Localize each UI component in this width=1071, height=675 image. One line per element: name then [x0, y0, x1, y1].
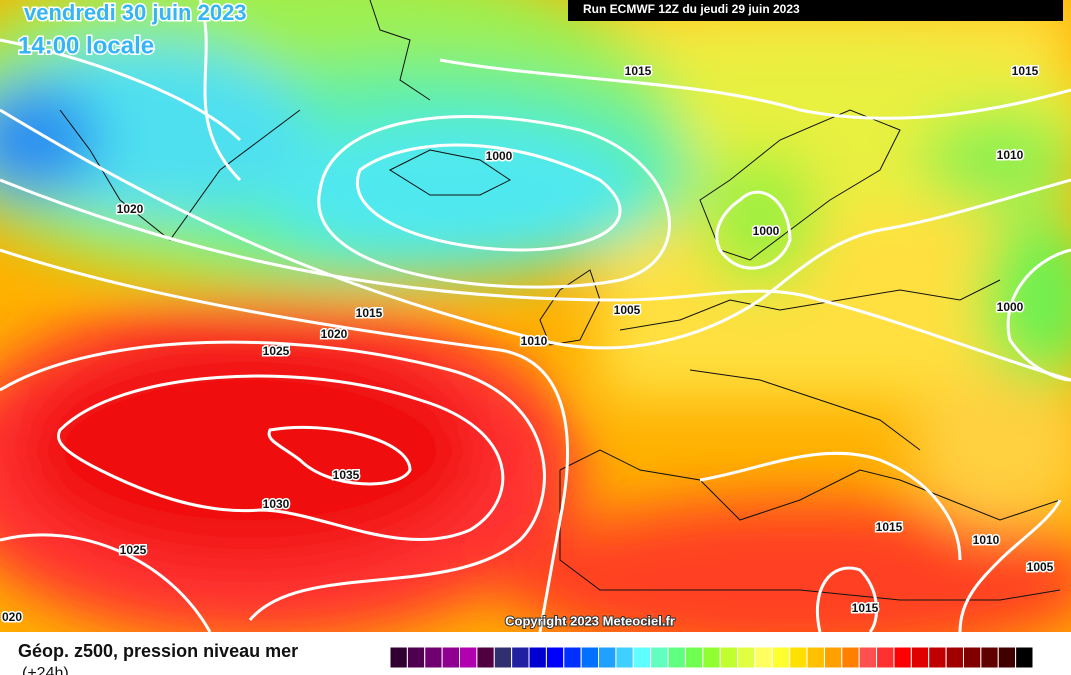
color-swatch	[667, 646, 686, 669]
color-swatch	[841, 646, 860, 669]
legend-title: Géop. z500, pression niveau mer	[18, 641, 298, 661]
time-text: 14:00 locale	[18, 32, 154, 59]
isobar-label: 1010	[521, 334, 548, 348]
isobar-label: 1000	[753, 224, 780, 238]
run-text: Run ECMWF 12Z du jeudi 29 juin 2023	[583, 2, 800, 16]
isobar-label: 1015	[852, 601, 879, 615]
color-scale	[389, 646, 1034, 669]
color-swatch	[511, 646, 530, 669]
color-swatch	[650, 646, 669, 669]
isobar-label: 1005	[614, 303, 641, 317]
isobar-label: 1015	[876, 520, 903, 534]
run-banner	[568, 0, 1063, 21]
color-swatch	[997, 646, 1017, 669]
color-swatch	[632, 646, 652, 669]
color-swatch	[684, 646, 704, 669]
color-swatch	[876, 646, 895, 669]
color-swatch	[459, 646, 478, 669]
isobar-label: 1015	[356, 306, 383, 320]
isobar-label: 1030	[263, 497, 290, 511]
color-swatch	[493, 646, 513, 669]
isobar-label: 1025	[263, 344, 290, 358]
color-swatch	[389, 646, 408, 669]
color-swatch	[615, 646, 634, 669]
color-field	[0, 0, 1071, 632]
isobar-label: 1000	[486, 149, 513, 163]
color-swatch	[545, 646, 565, 669]
color-swatch	[598, 646, 617, 669]
isobar-label: 020	[2, 610, 22, 624]
color-swatch	[441, 646, 461, 669]
color-swatch	[1015, 646, 1034, 669]
isobars	[0, 0, 1071, 632]
color-swatch	[754, 646, 773, 669]
isobar-label: 1015	[625, 64, 652, 78]
color-swatch	[580, 646, 600, 669]
color-swatch	[910, 646, 930, 669]
isobar-label: 1020	[321, 327, 348, 341]
isobar-label: 1020	[117, 202, 144, 216]
color-swatch	[719, 646, 739, 669]
color-swatch	[771, 646, 791, 669]
color-swatch	[980, 646, 999, 669]
isobar-label: 1015	[1012, 64, 1039, 78]
color-swatch	[737, 646, 756, 669]
isobar-label: 1010	[973, 533, 1000, 547]
color-swatch	[702, 646, 721, 669]
color-swatch	[476, 646, 495, 669]
color-swatch	[528, 646, 547, 669]
color-swatch	[424, 646, 443, 669]
color-swatch	[406, 646, 426, 669]
color-swatch	[945, 646, 964, 669]
isobar-label: 1010	[997, 148, 1024, 162]
color-swatch	[823, 646, 843, 669]
coastlines	[59, 0, 1061, 601]
color-swatch	[806, 646, 825, 669]
color-swatch	[893, 646, 912, 669]
map: 1015 1015 1000 1020 1000 1010 1015 1005 1020 1010…	[0, 0, 1071, 632]
copyright: Copyright 2023 Meteociel.fr	[505, 613, 675, 628]
color-swatch	[789, 646, 808, 669]
color-swatch	[858, 646, 878, 669]
date-text: vendredi 30 juin 2023	[24, 0, 247, 25]
color-swatch	[928, 646, 947, 669]
isobar-label: 1000	[997, 300, 1024, 314]
legend-subtitle: (+24h)	[22, 665, 69, 675]
isobar-label: 1005	[1027, 560, 1054, 574]
isobar-label: 1035	[333, 468, 360, 482]
isobar-label: 1025	[120, 543, 147, 557]
color-swatch	[563, 646, 582, 669]
color-swatch	[962, 646, 982, 669]
isobar-labels: 1015 1015 1000 1020 1000 1010 1015 1005 1020 1010…	[0, 63, 1055, 626]
